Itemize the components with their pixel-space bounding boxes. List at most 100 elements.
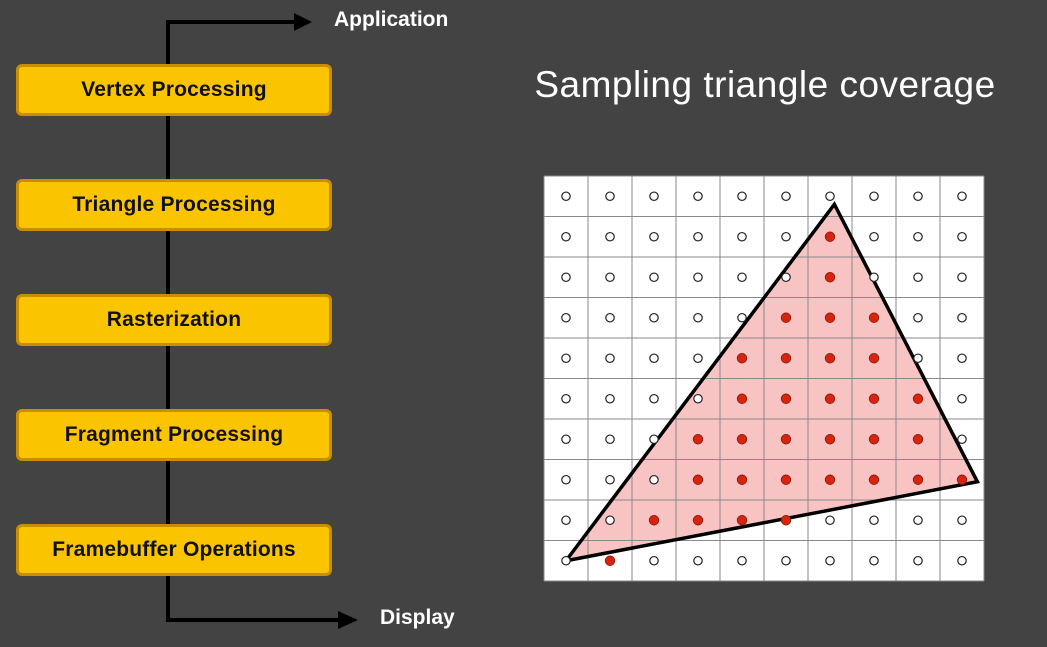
sample-point-uncovered: [693, 231, 703, 242]
slide-title: Sampling triangle coverage: [534, 64, 996, 105]
sample-point-uncovered: [693, 191, 703, 202]
sample-point-uncovered: [869, 272, 879, 283]
sample-point-uncovered: [693, 312, 703, 323]
sample-point-covered: [868, 474, 880, 485]
sample-point-uncovered: [693, 272, 703, 283]
sample-point-uncovered: [605, 231, 615, 242]
sample-point-uncovered: [737, 231, 747, 242]
sample-point-uncovered: [957, 434, 967, 445]
application-arrowhead-icon: [294, 13, 312, 31]
display-flow-line: [166, 575, 340, 622]
sample-point-covered: [736, 393, 748, 404]
application-label: Application: [334, 8, 449, 31]
sample-point-covered: [692, 515, 704, 526]
sample-point-uncovered: [825, 515, 835, 526]
sample-point-covered: [692, 434, 704, 445]
sample-point-uncovered: [957, 353, 967, 364]
sample-point-covered: [736, 434, 748, 445]
sample-point-uncovered: [737, 312, 747, 323]
sample-point-covered: [824, 312, 836, 323]
sample-point-uncovered: [693, 393, 703, 404]
sample-point-uncovered: [693, 555, 703, 566]
stage-fragment-processing: Fragment Processing: [16, 409, 332, 461]
sample-point-uncovered: [869, 191, 879, 202]
sample-point-covered: [736, 353, 748, 364]
sample-point-covered: [824, 353, 836, 364]
sample-point-uncovered: [561, 191, 571, 202]
sample-point-uncovered: [605, 353, 615, 364]
sample-point-covered: [824, 474, 836, 485]
sample-point-covered: [648, 515, 660, 526]
sample-point-covered: [824, 393, 836, 404]
sample-point-uncovered: [737, 191, 747, 202]
sample-point-covered: [692, 474, 704, 485]
sample-point-uncovered: [957, 231, 967, 242]
sample-point-covered: [780, 393, 792, 404]
sample-point-uncovered: [649, 312, 659, 323]
sample-point-covered: [824, 272, 836, 283]
sample-point-uncovered: [781, 555, 791, 566]
sample-point-covered: [868, 393, 880, 404]
display-label: Display: [380, 606, 455, 629]
sample-point-covered: [912, 393, 924, 404]
sample-point-uncovered: [561, 393, 571, 404]
sample-point-uncovered: [913, 191, 923, 202]
sample-point-uncovered: [561, 434, 571, 445]
sample-point-uncovered: [913, 353, 923, 364]
stage-framebuffer-operations: Framebuffer Operations: [16, 524, 332, 576]
sample-point-uncovered: [957, 515, 967, 526]
sample-point-covered: [780, 434, 792, 445]
sample-point-uncovered: [649, 272, 659, 283]
sample-point-uncovered: [693, 353, 703, 364]
stage-rasterization: Rasterization: [16, 294, 332, 346]
sample-point-uncovered: [913, 272, 923, 283]
sample-point-covered: [912, 434, 924, 445]
sample-point-uncovered: [913, 555, 923, 566]
sample-point-covered: [868, 353, 880, 364]
sample-point-covered: [868, 312, 880, 323]
triangle-fill: [566, 204, 978, 561]
sample-point-covered: [780, 312, 792, 323]
sample-point-uncovered: [869, 231, 879, 242]
sample-point-uncovered: [605, 474, 615, 485]
sample-point-uncovered: [605, 434, 615, 445]
sample-grid: [543, 175, 985, 582]
sample-point-uncovered: [649, 474, 659, 485]
sample-point-uncovered: [649, 353, 659, 364]
stage-vertex-processing: Vertex Processing: [16, 64, 332, 116]
sample-point-uncovered: [913, 515, 923, 526]
sample-point-uncovered: [781, 272, 791, 283]
sample-point-covered: [956, 474, 968, 485]
sample-point-uncovered: [869, 515, 879, 526]
sample-point-covered: [736, 515, 748, 526]
sample-point-covered: [780, 474, 792, 485]
sample-point-uncovered: [561, 312, 571, 323]
sample-point-uncovered: [869, 555, 879, 566]
stage-triangle-processing: Triangle Processing: [16, 179, 332, 231]
sample-point-uncovered: [957, 393, 967, 404]
sample-point-uncovered: [561, 555, 571, 566]
sample-point-uncovered: [737, 272, 747, 283]
sample-point-uncovered: [649, 393, 659, 404]
sample-point-uncovered: [957, 191, 967, 202]
sample-point-uncovered: [561, 272, 571, 283]
sample-point-uncovered: [561, 353, 571, 364]
sample-point-uncovered: [781, 231, 791, 242]
sample-point-uncovered: [649, 434, 659, 445]
sample-point-covered: [780, 353, 792, 364]
sample-point-uncovered: [825, 191, 835, 202]
sample-point-uncovered: [649, 191, 659, 202]
display-arrowhead-icon: [338, 611, 358, 629]
sample-point-uncovered: [561, 515, 571, 526]
sample-point-uncovered: [605, 393, 615, 404]
triangle-outline: [561, 201, 981, 564]
sample-point-covered: [604, 555, 616, 566]
sample-point-uncovered: [605, 191, 615, 202]
sample-point-uncovered: [561, 474, 571, 485]
sample-point-uncovered: [737, 555, 747, 566]
sample-point-covered: [912, 474, 924, 485]
sample-point-uncovered: [957, 312, 967, 323]
sample-point-uncovered: [605, 515, 615, 526]
sample-point-covered: [780, 515, 792, 526]
sample-point-uncovered: [605, 312, 615, 323]
